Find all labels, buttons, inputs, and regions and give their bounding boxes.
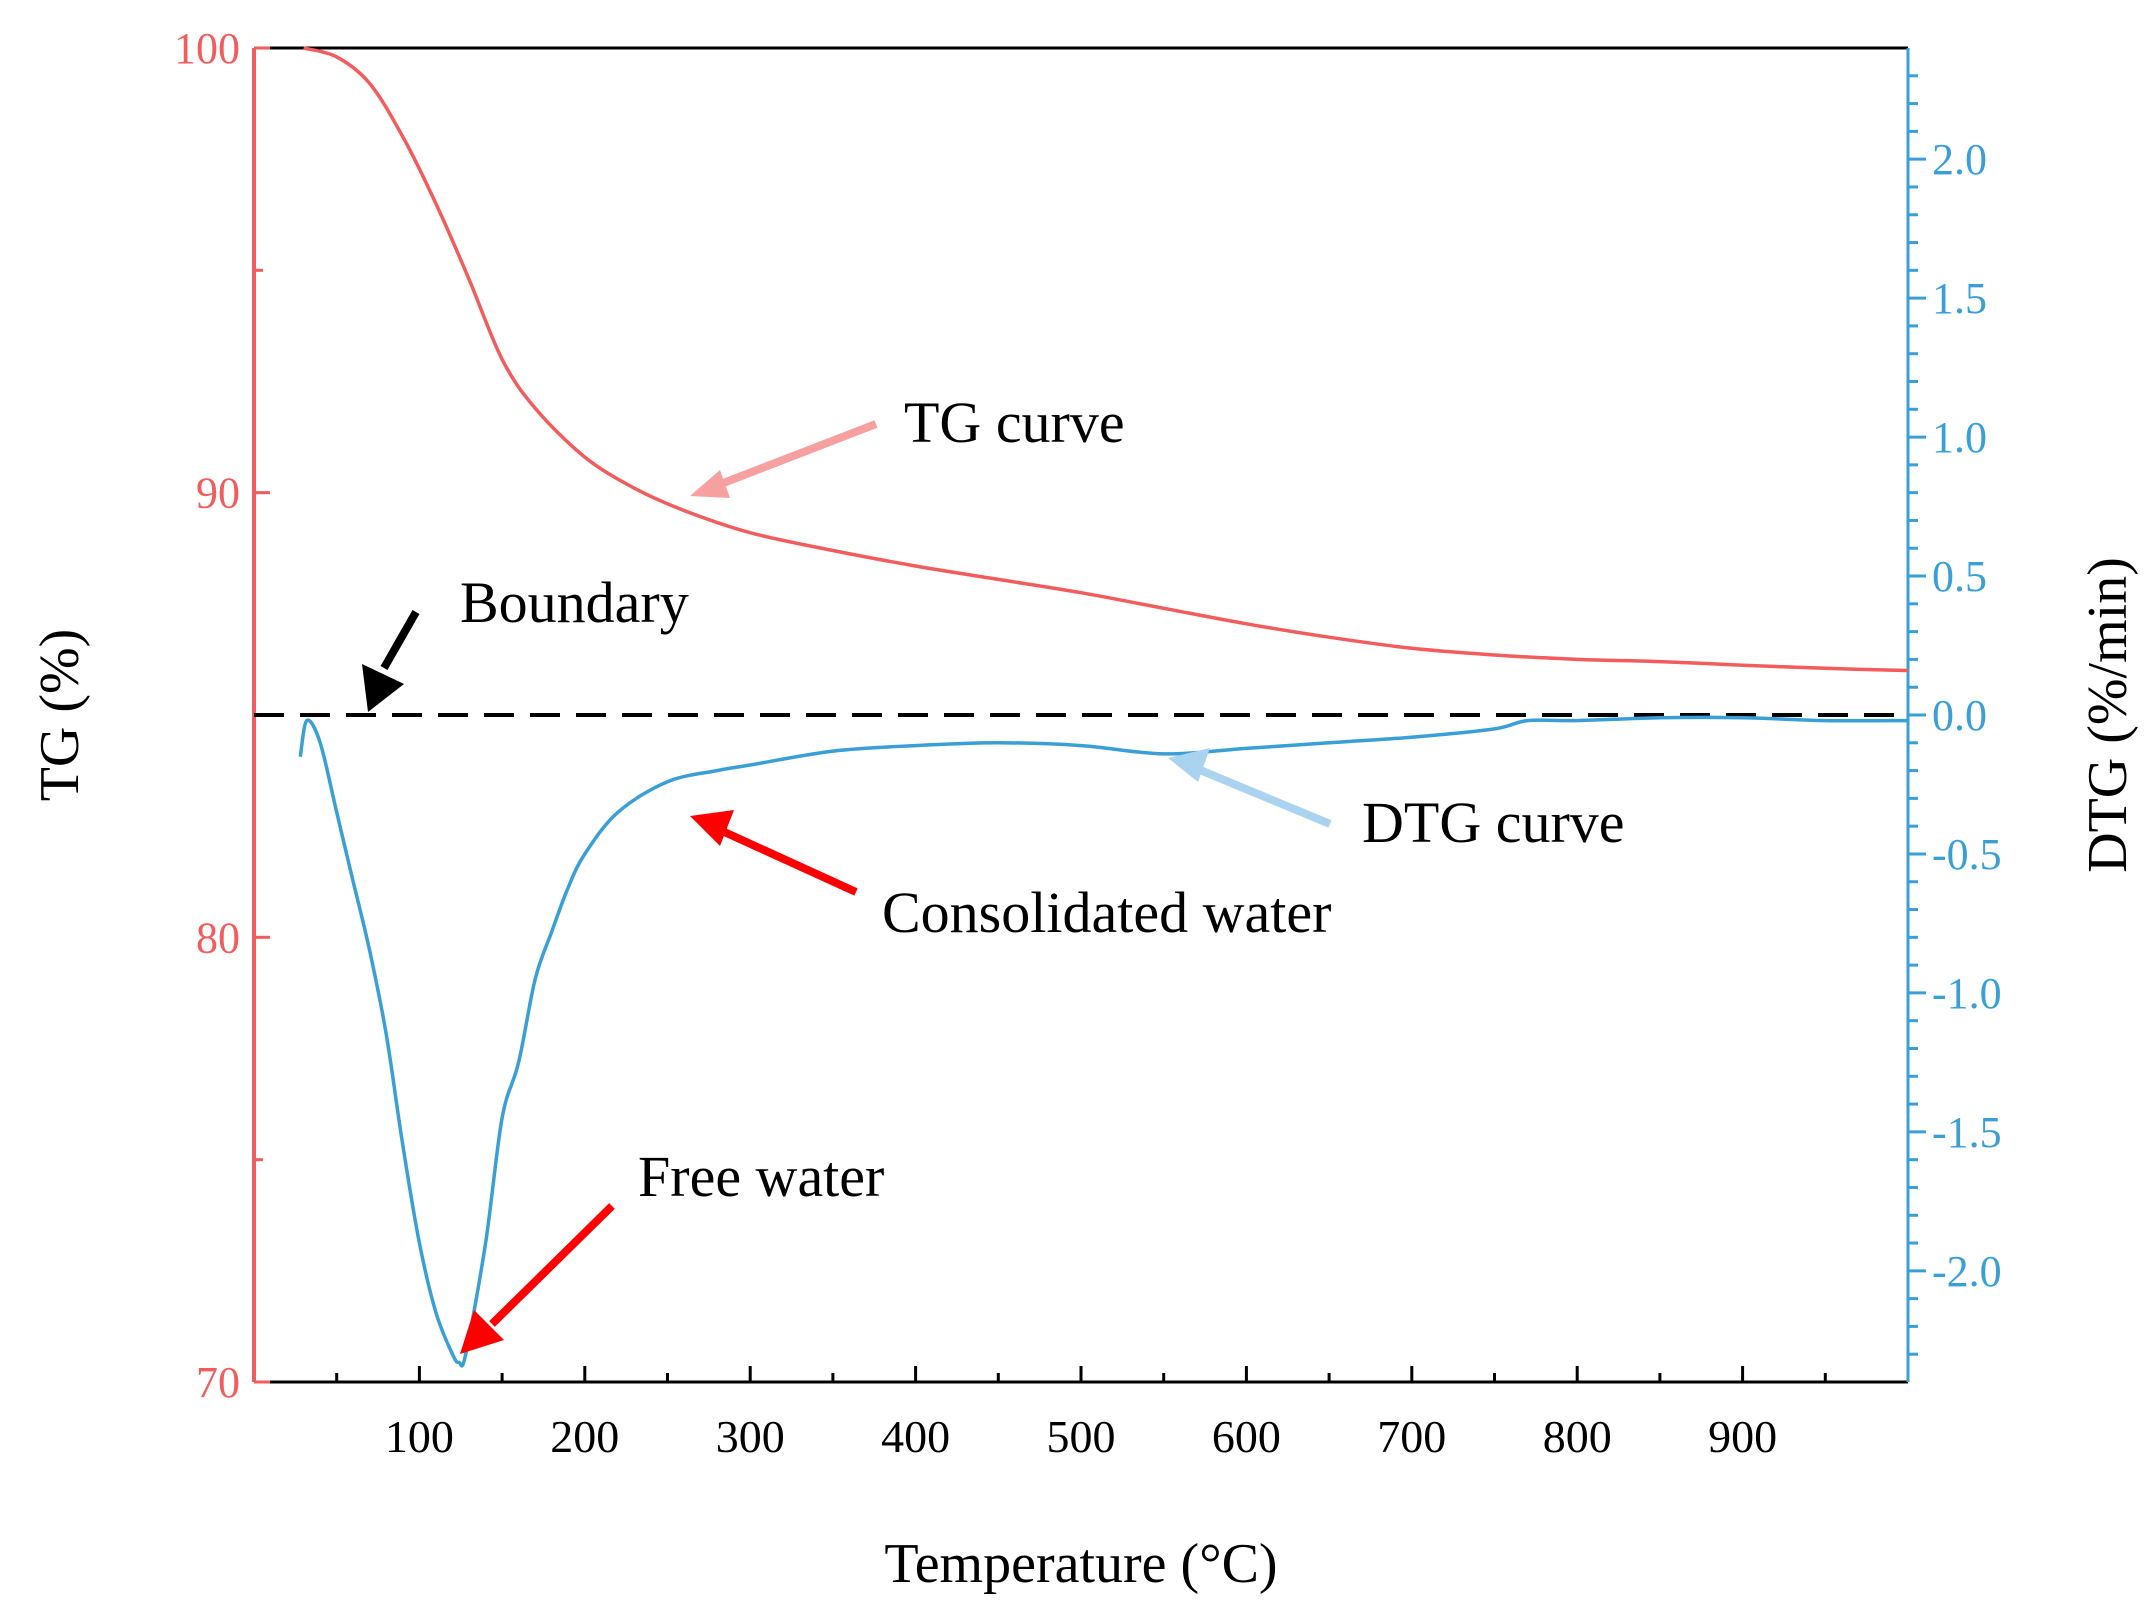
x-axis-ticks: 100 200 300 400 500 600 700 800 900 xyxy=(335,1366,1827,1462)
left-axis-ticks: 70 80 90 100 xyxy=(174,24,270,1407)
x-tick-label: 700 xyxy=(1377,1411,1446,1462)
right-tick-label: 0.0 xyxy=(1932,691,1987,740)
dtg-curve-arrowhead xyxy=(1168,748,1210,782)
left-tick-label: 80 xyxy=(196,913,240,962)
left-tick-label: 70 xyxy=(196,1358,240,1407)
x-tick-label: 100 xyxy=(385,1411,454,1462)
tg-curve-label: TG curve xyxy=(904,390,1125,455)
x-tick-label: 500 xyxy=(1047,1411,1116,1462)
x-axis-title: Temperature (°C) xyxy=(884,1533,1277,1595)
tg-curve-line xyxy=(303,46,1909,673)
right-tick-label: 0.5 xyxy=(1932,552,1987,601)
boundary-label: Boundary xyxy=(460,570,689,635)
right-tick-label: -1.5 xyxy=(1932,1108,2002,1157)
right-tick-label: -2.0 xyxy=(1932,1247,2002,1296)
consolidated-water-label: Consolidated water xyxy=(882,880,1331,945)
left-axis-title: TG (%) xyxy=(29,629,91,802)
free-water-arrowhead xyxy=(460,1310,504,1354)
x-tick-label: 200 xyxy=(550,1411,619,1462)
right-tick-label: 2.0 xyxy=(1932,135,1987,184)
x-tick-label: 800 xyxy=(1543,1411,1612,1462)
tg-curve-arrow xyxy=(698,420,878,496)
right-tick-label: 1.5 xyxy=(1932,274,1987,323)
right-axis-ticks: 2.0 1.5 1.0 0.5 0.0 -0.5 -1.0 -1.5 -2.0 xyxy=(1908,74,2002,1356)
x-tick-label: 900 xyxy=(1708,1411,1777,1462)
dtg-curve-label: DTG curve xyxy=(1362,790,1625,855)
right-tick-label: 1.0 xyxy=(1932,413,1987,462)
tg-curve-arrowhead xyxy=(690,470,730,498)
dtg-curve-arrow xyxy=(1198,766,1332,828)
x-tick-label: 400 xyxy=(881,1411,950,1462)
boundary-arrowhead xyxy=(362,664,404,712)
x-tick-label: 600 xyxy=(1212,1411,1281,1462)
consolidated-water-arrow xyxy=(718,826,858,896)
right-tick-label: -0.5 xyxy=(1932,830,2002,879)
consolidated-water-arrowhead xyxy=(690,810,734,846)
boundary-arrow xyxy=(380,610,420,670)
free-water-label: Free water xyxy=(638,1144,884,1209)
left-tick-label: 100 xyxy=(174,24,240,73)
right-tick-label: -1.0 xyxy=(1932,969,2002,1018)
right-axis-title: DTG (%/min) xyxy=(2077,557,2139,873)
dtg-curve-line xyxy=(298,715,1909,1368)
free-water-arrow xyxy=(489,1203,615,1327)
x-tick-label: 300 xyxy=(716,1411,785,1462)
left-tick-label: 90 xyxy=(196,469,240,518)
